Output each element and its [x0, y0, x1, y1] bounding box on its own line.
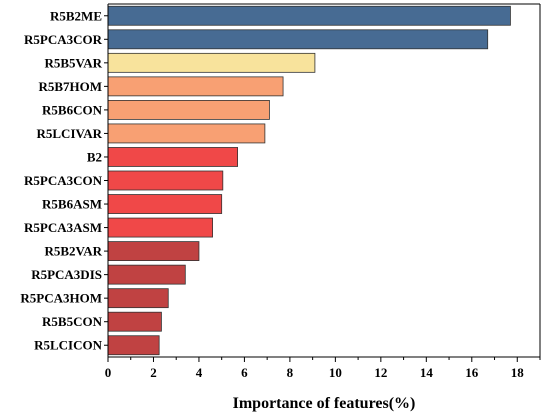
- x-tick-label: 12: [374, 365, 387, 380]
- bar-r5pca3asm: [107, 217, 213, 238]
- bar-r5b5con: [107, 311, 162, 332]
- category-label: R5B6CON: [42, 102, 103, 117]
- bar-r5pca3dis: [107, 264, 186, 285]
- bar-b2: [107, 147, 239, 167]
- x-tick-label: 4: [196, 365, 203, 380]
- x-tick-label: 0: [105, 365, 112, 380]
- category-label: R5PCA3DIS: [31, 267, 102, 282]
- category-label: R5LCICON: [34, 338, 103, 353]
- bar-r5pca3hom: [107, 288, 169, 309]
- x-tick-label: 8: [287, 365, 294, 380]
- category-label: R5B7HOM: [38, 79, 102, 94]
- category-label: B2: [87, 149, 102, 164]
- bar-r5b5var: [107, 52, 316, 73]
- bar-r5pca3cor: [107, 29, 489, 50]
- bar-r5b2me: [107, 5, 511, 26]
- category-label: R5B5CON: [42, 314, 103, 329]
- category-labels-group: R5B2ME R5PCA3COR R5B5VAR R5B7HOM R5B6CON R5LC…: [20, 8, 108, 353]
- x-tick-label: 14: [420, 365, 434, 380]
- bar-r5b7hom: [107, 76, 284, 97]
- bar-r5b6asm: [107, 194, 223, 214]
- category-label: R5PCA3CON: [24, 173, 103, 188]
- category-label: R5PCA3COR: [24, 32, 103, 47]
- x-tick-label: 18: [511, 365, 525, 380]
- category-label: R5PCA3ASM: [24, 220, 102, 235]
- bar-r5lcivar: [107, 123, 266, 144]
- category-label: R5B2ME: [50, 8, 102, 23]
- bar-r5pca3con: [107, 170, 224, 191]
- x-axis-title: Importance of features(%): [233, 395, 416, 412]
- category-label: R5B6ASM: [42, 197, 102, 212]
- category-label: R5PCA3HOM: [20, 291, 102, 306]
- bars-group: [107, 5, 511, 356]
- category-label: R5B2VAR: [44, 244, 102, 259]
- category-label: R5LCIVAR: [37, 126, 103, 141]
- x-tick-label: 16: [465, 365, 479, 380]
- x-tick-label: 10: [329, 365, 342, 380]
- bar-r5b2var: [107, 241, 200, 262]
- category-label: R5B5VAR: [44, 55, 102, 70]
- x-tick-label: 6: [241, 365, 248, 380]
- bar-r5lcicon: [107, 335, 160, 356]
- x-ticks-group: 0 2 4 6 8 10 12 14 16 18: [105, 357, 541, 380]
- bar-r5b6con: [107, 100, 270, 120]
- x-tick-label: 2: [150, 365, 157, 380]
